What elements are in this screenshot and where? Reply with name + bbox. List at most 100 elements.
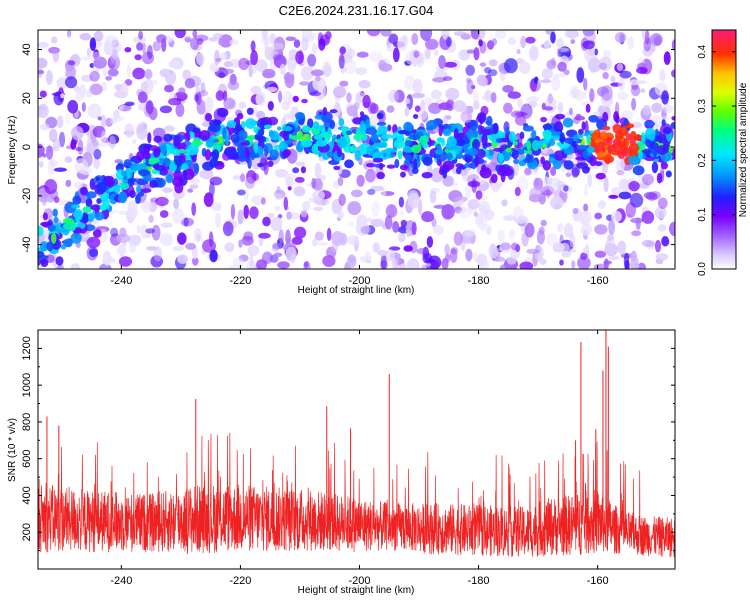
spectrogram-ridge-cell [237, 153, 247, 162]
spectrogram-ridge-cell [294, 176, 305, 183]
spectrogram-noise-cell [617, 91, 629, 101]
spectrogram-ridge-cell [467, 148, 479, 156]
spectrogram-ridge-cell [222, 127, 227, 140]
spectrogram-noise-cell [165, 70, 171, 79]
spectrogram-noise-cell [148, 79, 158, 86]
spectrogram-noise-cell [400, 219, 407, 228]
spectrogram-noise-cell [465, 248, 473, 262]
spectrogram-noise-cell [266, 86, 278, 93]
snr-spikes [46, 330, 609, 527]
spectrogram-noise-cell [662, 104, 674, 114]
spectrogram-ridge-cell [377, 125, 388, 135]
spectrogram-noise-cell [118, 103, 124, 111]
spectrogram-noise-cell [184, 78, 196, 89]
spectrogram-noise-cell [160, 222, 173, 228]
spectrogram-noise-cell [313, 206, 324, 212]
spectrogram-noise-cell [136, 124, 148, 140]
spectrogram-ridge-cell [656, 145, 668, 155]
spectrogram-noise-cell [546, 59, 557, 70]
spectrogram-noise-cell [618, 191, 632, 200]
spectrogram-noise-cell [453, 31, 467, 36]
spectrogram-noise-cell [295, 161, 306, 166]
spectrogram-noise-cell [249, 206, 259, 219]
spectrogram-ridge-cell [671, 116, 675, 121]
spectrogram-noise-cell [465, 77, 472, 84]
spectrogram-noise-cell [287, 186, 292, 191]
spectrogram-noise-cell [102, 250, 112, 266]
spectrogram-ridge-cell [628, 143, 640, 154]
spectrogram-ridge-cell [63, 238, 73, 248]
spectrogram-ridge-cell [581, 121, 586, 131]
spectrogram-noise-cell [464, 229, 476, 237]
spectrogram-ridge-cell [225, 135, 230, 146]
spectrogram-ridge-cell [600, 131, 608, 139]
spectrogram-ridge-cell [115, 163, 124, 172]
spectrogram-ridge-cell [121, 170, 128, 177]
spectrogram-ridge-cell [212, 138, 219, 143]
spectrogram-noise-cell [379, 63, 393, 72]
spectrogram-xtick-label: -200 [348, 275, 370, 287]
spectrogram-noise-cell [189, 178, 200, 184]
spectrogram-noise-cell [473, 47, 480, 61]
spectrogram-ridge-cell [205, 112, 212, 122]
spectrogram-noise-cell [118, 244, 126, 257]
spectrogram-noise-cell [97, 116, 102, 121]
spectrogram-noise-cell [146, 246, 156, 251]
spectrogram-noise-cell [346, 235, 359, 246]
spectrogram-noise-cell [183, 217, 189, 227]
spectrogram-noise-cell [300, 66, 314, 81]
spectrogram-ridge-cell [187, 143, 199, 156]
spectrogram-noise-cell [470, 30, 480, 40]
spectrogram-noise-cell [38, 161, 44, 168]
spectrogram-ridge-cell [398, 130, 408, 135]
spectrogram-noise-cell [303, 261, 309, 268]
spectrogram-noise-cell [466, 49, 476, 54]
colorbar-tick-label: 0.4 [697, 44, 708, 58]
spectrogram-ridge-cell [632, 165, 645, 176]
spectrogram-noise-cell [182, 69, 191, 81]
spectrogram-ridge-cell [193, 162, 200, 174]
spectrogram-noise-cell [382, 189, 387, 197]
spectrogram-noise-cell [294, 226, 307, 239]
spectrogram-ridge-cell [576, 144, 589, 150]
spectrogram-noise-cell [500, 242, 511, 250]
spectrogram-ridge-cell [148, 157, 160, 164]
spectrogram-ridge-cell [550, 135, 562, 141]
spectrogram-noise-cell [486, 227, 492, 235]
spectrogram-noise-cell [64, 156, 73, 163]
spectrogram-ridge-cell [365, 127, 378, 135]
snr-series-line [38, 432, 675, 558]
spectrogram-ridge-cell [365, 163, 375, 168]
spectrogram-ridge-cell [597, 141, 606, 147]
spectrogram-noise-cell [510, 242, 519, 251]
spectrogram-noise-cell [608, 219, 615, 236]
spectrogram-noise-cell [411, 33, 419, 45]
spectrogram-noise-cell [458, 208, 472, 219]
spectrogram-noise-cell [441, 258, 449, 269]
spectrogram-ridge-cell [621, 146, 630, 157]
spectrogram-noise-cell [100, 114, 106, 129]
spectrogram-ridge-cell [474, 156, 480, 167]
spectrogram-ridge-cell [337, 148, 343, 158]
spectrogram-ridge-cell [118, 182, 130, 191]
spectrogram-noise-cell [279, 63, 286, 75]
spectrogram-noise-cell [133, 36, 147, 44]
spectrogram-noise-cell [333, 86, 347, 98]
spectrogram-ridge-cell [257, 128, 264, 137]
spectrogram-noise-cell [214, 212, 222, 228]
spectrogram-ridge-cell [596, 151, 606, 158]
snr-ytick-label: 200 [21, 523, 33, 541]
spectrogram-noise-cell [460, 206, 466, 214]
spectrogram-noise-cell [611, 210, 622, 223]
spectrogram-noise-cell [593, 263, 608, 269]
spectrogram-noise-cell [229, 58, 242, 68]
spectrogram-noise-cell [459, 168, 468, 177]
spectrogram-ridge-cell [525, 153, 531, 162]
spectrogram-noise-cell [441, 30, 450, 40]
spectrogram-noise-cell [399, 210, 404, 217]
spectrogram-ridge-cell [612, 138, 622, 146]
spectrogram-noise-cell [556, 223, 564, 232]
spectrogram-noise-cell [51, 36, 58, 44]
spectrogram-noise-cell [418, 105, 428, 120]
spectrogram-noise-cell [89, 248, 98, 258]
